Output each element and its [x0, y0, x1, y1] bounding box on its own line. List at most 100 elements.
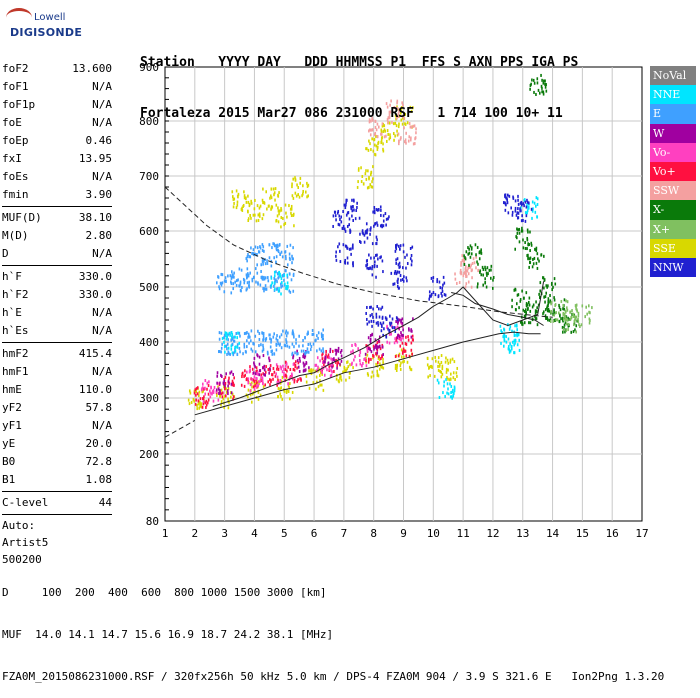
echo-mark	[220, 331, 223, 335]
echo-mark	[323, 363, 325, 367]
x-tick-label: 10	[427, 527, 440, 540]
legend-item: E	[650, 104, 696, 124]
echo-mark	[520, 200, 523, 204]
echo-mark	[377, 323, 380, 327]
echo-mark	[523, 314, 526, 318]
echo-mark	[449, 358, 452, 362]
echo-mark	[447, 368, 449, 372]
echo-mark	[570, 316, 573, 320]
echo-mark	[233, 335, 235, 339]
echo-mark	[410, 125, 413, 129]
echo-mark	[287, 365, 289, 369]
echo-mark	[367, 360, 370, 364]
echo-mark	[431, 365, 433, 369]
echo-mark	[365, 359, 367, 363]
echo-mark	[399, 265, 401, 269]
echo-mark	[353, 199, 355, 203]
echo-mark	[253, 380, 256, 384]
echo-mark	[536, 323, 539, 327]
echo-mark	[386, 340, 388, 344]
echo-mark	[522, 202, 524, 206]
echo-mark	[518, 348, 521, 352]
echo-mark	[245, 197, 247, 201]
echo-mark	[545, 89, 548, 93]
echo-mark	[520, 209, 522, 213]
echo-mark	[253, 363, 256, 367]
echo-mark	[237, 278, 239, 282]
echo-mark	[544, 82, 546, 86]
echo-mark	[273, 244, 276, 248]
echo-mark	[338, 214, 341, 218]
echo-mark	[320, 383, 323, 387]
echo-mark	[429, 374, 431, 378]
echo-mark	[373, 206, 376, 210]
echo-mark	[284, 203, 287, 207]
legend-item: Vo+	[650, 161, 696, 182]
echo-mark	[210, 385, 212, 389]
echo-mark	[292, 362, 295, 366]
echo-mark	[574, 328, 576, 332]
echo-mark	[553, 296, 555, 300]
echo-mark	[257, 397, 260, 401]
echo-mark	[463, 254, 465, 258]
echo-mark	[401, 122, 404, 126]
echo-mark	[534, 309, 537, 313]
echo-mark	[202, 389, 204, 393]
echo-mark	[330, 373, 333, 377]
echo-mark	[394, 270, 397, 274]
echo-mark	[307, 194, 309, 198]
param-separator	[2, 342, 112, 343]
echo-mark	[450, 390, 452, 394]
echo-mark	[231, 351, 234, 355]
echo-mark	[226, 347, 228, 351]
echo-mark	[192, 397, 195, 401]
echo-mark	[219, 281, 222, 285]
echo-mark	[250, 347, 253, 351]
echo-mark	[388, 330, 391, 334]
echo-mark	[340, 215, 343, 219]
echo-mark	[266, 207, 268, 211]
param-value: N/A	[92, 306, 112, 319]
echo-mark	[391, 317, 394, 321]
echo-mark	[589, 319, 591, 323]
echo-mark	[344, 258, 347, 262]
echo-mark	[378, 355, 380, 359]
echo-mark	[529, 249, 531, 253]
echo-mark	[198, 406, 200, 410]
echo-mark	[275, 348, 278, 352]
echo-mark	[473, 261, 476, 265]
echo-mark	[509, 342, 511, 346]
echo-mark	[512, 196, 515, 200]
echo-mark	[437, 295, 440, 299]
echo-mark	[395, 124, 398, 128]
echo-mark	[380, 323, 383, 327]
echo-mark	[410, 136, 412, 140]
echo-mark	[387, 120, 390, 124]
footer-file-info: FZA0M_2015086231000.RSF / 320fx256h 50 k…	[2, 670, 665, 683]
echo-mark	[380, 357, 382, 361]
x-tick-label: 3	[221, 527, 228, 540]
echo-mark	[273, 242, 275, 246]
echo-mark	[275, 372, 277, 376]
echo-mark	[204, 401, 207, 405]
x-tick-label: 17	[635, 527, 648, 540]
echo-mark	[218, 391, 220, 395]
echo-mark	[365, 222, 368, 226]
echo-mark	[337, 245, 339, 249]
legend-item: W	[650, 123, 696, 143]
echo-mark	[547, 318, 549, 322]
echo-mark	[306, 181, 308, 185]
echo-mark	[553, 308, 555, 312]
echo-mark	[231, 381, 234, 385]
echo-mark	[361, 229, 364, 233]
echo-mark	[198, 390, 201, 394]
echo-mark	[467, 252, 470, 256]
echo-mark	[376, 238, 378, 242]
echo-mark	[396, 334, 399, 338]
echo-mark	[514, 341, 516, 345]
echo-mark	[543, 79, 545, 83]
echo-mark	[233, 275, 235, 279]
echo-mark	[435, 359, 437, 363]
echo-mark	[577, 311, 580, 315]
echo-mark	[377, 140, 380, 144]
